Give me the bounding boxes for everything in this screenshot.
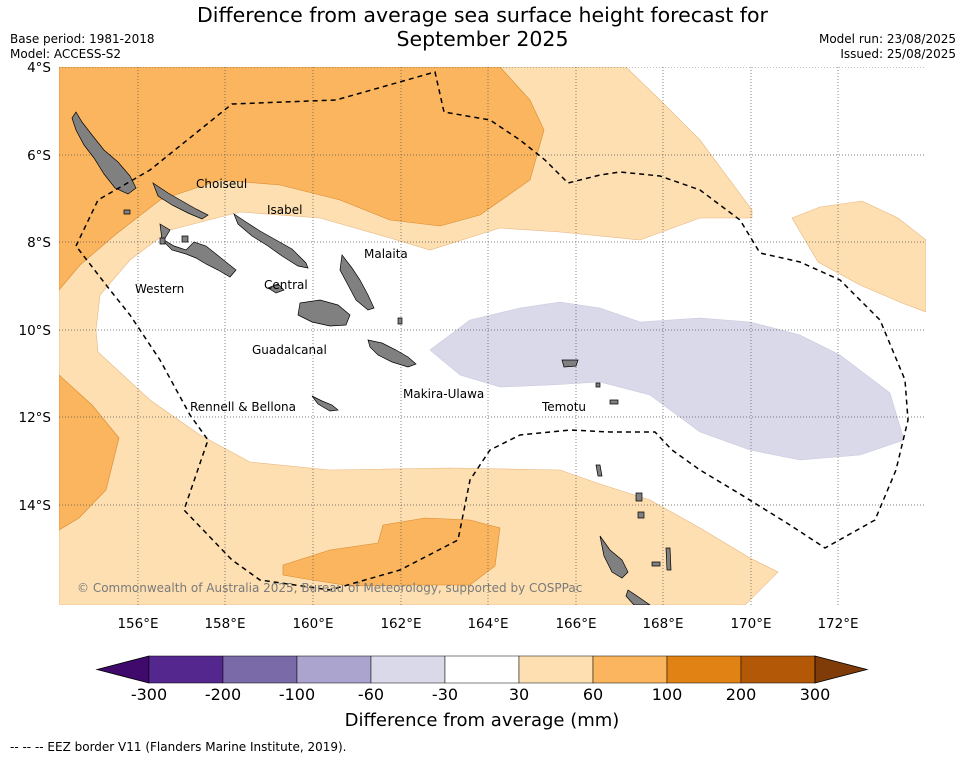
island-small-6 xyxy=(651,561,661,567)
copyright-notice: © Commonwealth of Australia 2025, Bureau… xyxy=(77,581,582,595)
colorbar-tick-label: -100 xyxy=(279,685,315,704)
map-area: Choiseul Isabel Malaita Western Central … xyxy=(59,67,926,605)
title-line-2: September 2025 xyxy=(396,27,569,51)
lon-label: 166°E xyxy=(555,616,596,632)
lat-label: 12°S xyxy=(19,410,52,426)
map-title: Difference from average sea surface heig… xyxy=(0,3,965,51)
title-line-1: Difference from average sea surface heig… xyxy=(197,3,768,27)
islands xyxy=(71,111,672,605)
colorbar-tick-label: 300 xyxy=(800,685,831,704)
issued-date: Issued: 25/08/2025 xyxy=(840,47,956,61)
contour-60-100-north xyxy=(59,67,545,291)
island-florida xyxy=(267,283,285,294)
island-small-2 xyxy=(637,511,645,519)
contour-30-60-east xyxy=(791,200,926,313)
colorbar-tick-label: 30 xyxy=(509,685,529,704)
island-guadalcanal xyxy=(297,299,351,327)
region-labels: Choiseul Isabel Malaita Western Central … xyxy=(135,177,586,414)
island-malaita xyxy=(339,254,375,311)
colorbar-tick-label: 60 xyxy=(583,685,603,704)
island-small-9 xyxy=(123,209,131,215)
eez-border xyxy=(75,71,909,591)
label-malaita: Malaita xyxy=(364,247,408,261)
island-choiseul xyxy=(152,182,209,220)
colorbar-swatch xyxy=(148,655,224,684)
colorbar-extend-max xyxy=(814,655,869,684)
island-bougainville xyxy=(71,111,137,195)
lon-label: 170°E xyxy=(730,616,771,632)
base-period: Base period: 1981-2018 xyxy=(10,32,155,46)
contour-60-100-south xyxy=(282,517,501,587)
colorbar-swatch xyxy=(740,655,816,684)
lat-label: 8°S xyxy=(27,235,51,251)
colorbar-extend-min xyxy=(95,655,150,684)
island-small-4 xyxy=(609,399,619,405)
island-small-11 xyxy=(181,235,189,243)
eez-legend: -- -- -- EEZ border V11 (Flanders Marine… xyxy=(10,740,347,754)
lon-label: 162°E xyxy=(380,616,421,632)
contour-negative-60-30 xyxy=(429,301,905,461)
colorbar-swatch xyxy=(666,655,742,684)
lon-label: 158°E xyxy=(204,616,245,632)
island-makira xyxy=(367,339,417,368)
label-makira-ulawa: Makira-Ulawa xyxy=(403,387,484,401)
graticule xyxy=(59,67,926,605)
lat-label: 14°S xyxy=(19,498,52,514)
lat-label: 6°S xyxy=(27,148,51,164)
colorbar-tick-label: -200 xyxy=(205,685,241,704)
contour-30-60 xyxy=(59,67,779,605)
island-santa-cruz xyxy=(561,359,579,368)
contour-60-100-west xyxy=(59,374,120,531)
colorbar: -300 -200 -100 -60 -30 30 60 100 200 300 xyxy=(95,655,869,704)
colorbar-swatch xyxy=(296,655,372,684)
island-small-1 xyxy=(635,492,643,502)
lon-label: 168°E xyxy=(642,616,683,632)
colorbar-tick-label: -30 xyxy=(432,685,458,704)
label-choiseul: Choiseul xyxy=(196,177,247,191)
colorbar-swatch xyxy=(222,655,298,684)
lon-label: 164°E xyxy=(467,616,508,632)
lon-label: 156°E xyxy=(117,616,158,632)
colorbar-tick-label: 100 xyxy=(652,685,683,704)
label-western: Western xyxy=(135,282,184,296)
colorbar-swatch xyxy=(444,655,520,684)
island-small-10 xyxy=(397,317,403,325)
island-small-7 xyxy=(595,382,601,388)
island-isabel xyxy=(233,213,309,269)
colorbar-swatch xyxy=(592,655,668,684)
label-guadalcanal: Guadalcanal xyxy=(252,343,327,357)
lat-label: 4°S xyxy=(27,60,51,76)
island-malekula xyxy=(625,589,651,605)
island-small-3 xyxy=(595,464,603,477)
island-small-8 xyxy=(159,237,166,245)
colorbar-tick-label: -60 xyxy=(358,685,384,704)
run-info: Model run: 23/08/2025 Issued: 25/08/2025 xyxy=(819,32,956,62)
island-new-georgia xyxy=(159,223,237,278)
colorbar-swatch xyxy=(370,655,446,684)
colorbar-label: Difference from average (mm) xyxy=(345,710,620,731)
model-name: Model: ACCESS-S2 xyxy=(10,47,122,61)
colorbar-swatch xyxy=(518,655,594,684)
label-isabel: Isabel xyxy=(267,203,302,217)
longitude-labels: 156°E 158°E 160°E 162°E 164°E 166°E 168°… xyxy=(117,616,858,632)
lat-label: 10°S xyxy=(19,323,52,339)
label-temotu: Temotu xyxy=(541,400,586,414)
model-run-date: Model run: 23/08/2025 xyxy=(818,32,956,46)
lon-label: 160°E xyxy=(292,616,333,632)
colorbar-tick-label: 200 xyxy=(726,685,757,704)
island-espiritu-santo xyxy=(599,535,629,579)
latitude-labels: 4°S 6°S 8°S 10°S 12°S 14°S xyxy=(19,60,52,514)
colorbar-tick-label: -300 xyxy=(131,685,167,704)
label-rennell-bellona: Rennell & Bellona xyxy=(190,400,296,414)
lon-label: 172°E xyxy=(817,616,858,632)
island-small-5 xyxy=(665,547,672,571)
island-rennell xyxy=(311,395,339,412)
model-info: Base period: 1981-2018 Model: ACCESS-S2 xyxy=(10,32,155,62)
label-central: Central xyxy=(264,278,308,292)
